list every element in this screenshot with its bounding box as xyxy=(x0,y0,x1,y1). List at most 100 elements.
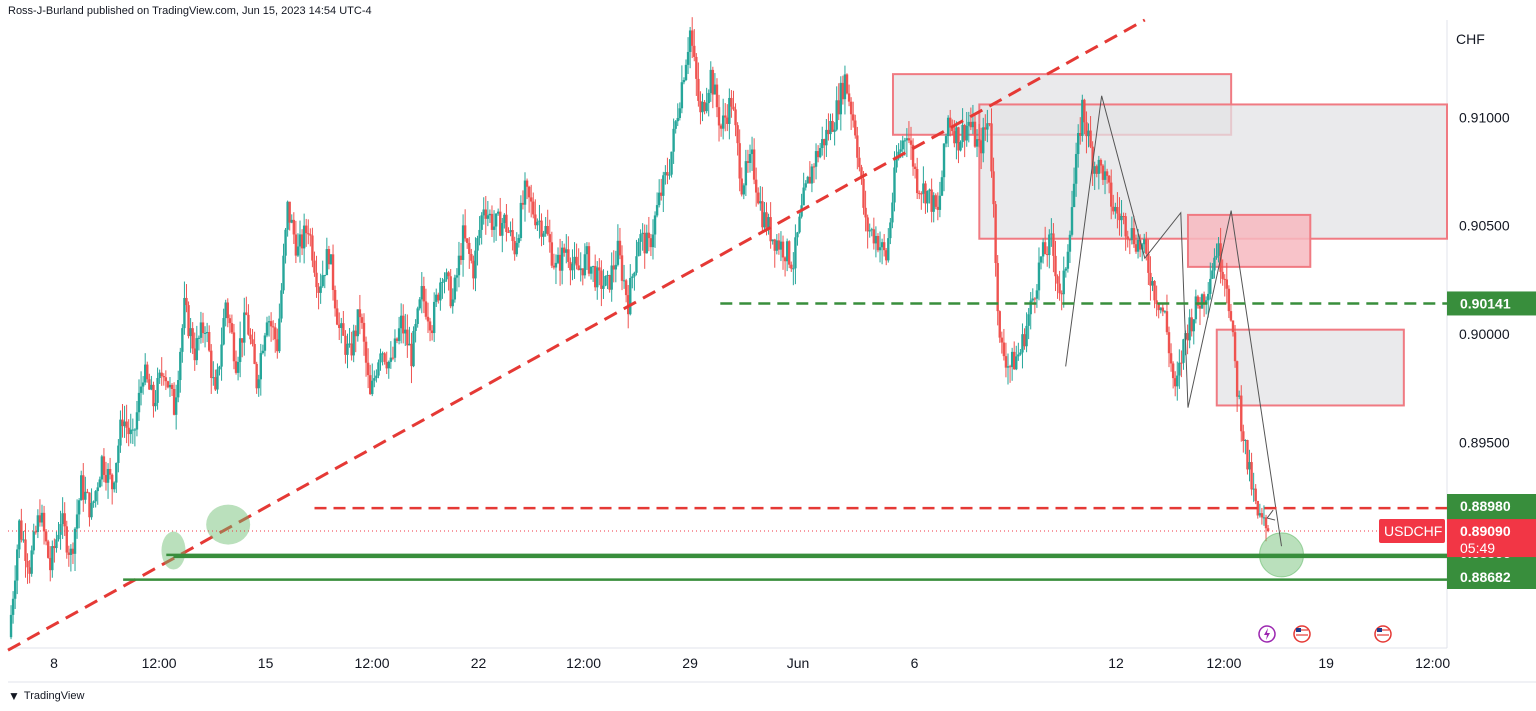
candle-body xyxy=(385,361,388,369)
candle-body xyxy=(882,242,886,251)
candle-body xyxy=(1138,239,1142,250)
candle-body xyxy=(930,189,933,212)
candle-body xyxy=(179,351,182,381)
candle-body xyxy=(856,135,859,158)
candle-body xyxy=(686,51,690,65)
candle-body xyxy=(321,275,324,287)
candle-body xyxy=(567,249,570,262)
candle-body xyxy=(67,552,71,555)
event-icons[interactable] xyxy=(1258,625,1392,643)
candle-body xyxy=(360,317,364,323)
candle-body xyxy=(742,185,746,195)
candle-body xyxy=(230,323,234,333)
candle-body xyxy=(833,129,836,132)
candle-body xyxy=(905,138,909,141)
candle-body xyxy=(1217,243,1220,256)
candle-body xyxy=(201,322,205,334)
candle-body xyxy=(1017,354,1020,357)
candle-body xyxy=(835,100,838,130)
candle-body xyxy=(1035,290,1039,299)
candle-body xyxy=(1215,255,1218,258)
candle-body xyxy=(307,233,310,235)
candle-body xyxy=(236,362,240,373)
candle-body xyxy=(172,388,176,415)
candle-body xyxy=(996,263,999,312)
candle-body xyxy=(1037,262,1041,291)
candle-body xyxy=(701,101,704,113)
candle-body xyxy=(263,335,267,351)
candle-body xyxy=(439,282,442,301)
candle-body xyxy=(1221,271,1224,279)
candle-body xyxy=(734,109,737,126)
level-tag-0.88980: 0.88980 xyxy=(1460,498,1511,514)
candle-body xyxy=(984,127,987,130)
candle-body xyxy=(286,201,289,230)
candle-body xyxy=(874,235,878,244)
candle-body xyxy=(606,275,609,277)
candle-body xyxy=(598,267,601,271)
us-flag-icon[interactable] xyxy=(1293,625,1311,643)
candle-body xyxy=(305,225,308,234)
tradingview-logo-icon: ▼ xyxy=(8,689,20,703)
candle-body xyxy=(726,117,729,124)
candle-body xyxy=(899,149,902,152)
candle-body xyxy=(435,294,438,302)
candle-body xyxy=(775,240,779,251)
candle-body xyxy=(1081,99,1084,136)
candle-body xyxy=(680,82,684,109)
candle-body xyxy=(1178,362,1181,376)
candle-body xyxy=(362,322,366,342)
candle-body xyxy=(9,614,13,638)
candle-body xyxy=(1196,296,1200,306)
candle-body xyxy=(402,315,405,334)
candle-body xyxy=(1159,307,1162,311)
candle-body xyxy=(709,69,712,93)
candle-body xyxy=(503,214,506,224)
us-flag-icon[interactable] xyxy=(1374,625,1392,643)
candle-body xyxy=(911,144,915,167)
candle-body xyxy=(703,101,706,112)
candle-body xyxy=(946,117,950,137)
candle-body xyxy=(629,277,632,315)
candle-body xyxy=(148,379,151,390)
candle-body xyxy=(222,318,225,345)
candle-body xyxy=(1122,215,1125,217)
candle-body xyxy=(736,125,739,144)
candle-body xyxy=(1004,356,1008,368)
trendline-red-dashed xyxy=(7,18,1146,652)
candle-body xyxy=(783,257,787,262)
candle-body xyxy=(998,311,1001,338)
candle-body xyxy=(166,381,170,388)
candle-body xyxy=(616,240,620,265)
candle-body xyxy=(682,80,686,83)
candle-body xyxy=(420,286,423,300)
candle-body xyxy=(975,139,979,147)
level-tag-0.88682: 0.88682 xyxy=(1460,569,1511,585)
candle-body xyxy=(245,312,248,315)
candle-body xyxy=(666,172,669,176)
candle-body xyxy=(837,100,840,115)
candle-body xyxy=(757,192,760,204)
highlight-ellipse xyxy=(206,504,251,545)
candle-body xyxy=(232,332,236,362)
x-axis: 8 12:00 15 12:00 22 12:00 29 Jun 6 12 12:00 19 12:00 xyxy=(50,655,1450,671)
candle-body xyxy=(944,136,948,144)
candle-body xyxy=(418,299,421,309)
candle-body xyxy=(891,202,894,223)
candle-body xyxy=(1064,268,1068,271)
candle-body xyxy=(1157,304,1160,311)
candle-body xyxy=(49,557,52,571)
candle-body xyxy=(278,318,281,352)
candle-body xyxy=(170,384,174,389)
candle-body xyxy=(311,235,314,261)
candle-body xyxy=(614,264,618,270)
lightning-icon[interactable] xyxy=(1258,625,1276,643)
candle-body xyxy=(1207,293,1210,301)
candle-body xyxy=(387,361,390,369)
candle-body xyxy=(162,375,165,378)
candle-body xyxy=(534,214,537,226)
candle-body xyxy=(845,74,849,94)
candle-body xyxy=(296,246,300,256)
candle-body xyxy=(763,212,766,228)
